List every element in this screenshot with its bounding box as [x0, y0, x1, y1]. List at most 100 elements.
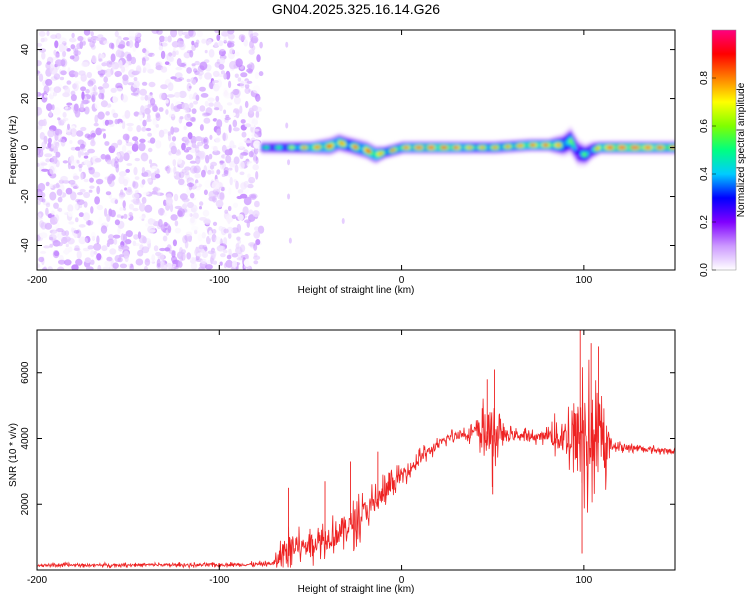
signal-band-cell — [517, 144, 520, 148]
noise-blob — [156, 30, 163, 35]
noise-blob — [164, 36, 169, 42]
signal-band-cell — [291, 146, 295, 149]
signal-band-cell — [326, 144, 330, 149]
noise-blob — [40, 250, 47, 254]
signal-band-cell — [434, 146, 437, 149]
noise-blob — [37, 162, 40, 167]
noise-blob — [220, 253, 226, 258]
top-y-axis: -40 -20 0 20 40 — [20, 44, 675, 253]
noise-blob — [237, 252, 244, 260]
signal-band-cell — [445, 146, 448, 149]
noise-blob — [110, 87, 117, 93]
noise-blob — [108, 145, 116, 154]
noise-blob — [175, 66, 183, 71]
noise-blob — [172, 263, 177, 268]
signal-band-cell — [429, 146, 433, 149]
noise-blob — [78, 224, 86, 228]
signal-band-cell — [412, 146, 415, 149]
noise-blob — [139, 138, 146, 143]
noise-blob — [190, 262, 198, 270]
noise-blob — [100, 100, 108, 108]
noise-blob — [199, 105, 206, 112]
colorbar-frame — [711, 29, 737, 271]
signal-band-cell — [591, 148, 595, 152]
noise-blob — [157, 191, 161, 197]
noise-blob — [168, 52, 173, 57]
signal-band-cell — [589, 149, 593, 154]
noise-blob — [102, 133, 107, 139]
signal-band-cell — [580, 151, 584, 157]
signal-band-cell — [598, 146, 601, 149]
noise-blob — [58, 43, 65, 53]
noise-blob — [255, 93, 261, 102]
signal-band-cell — [315, 145, 319, 149]
noise-blob — [51, 230, 60, 238]
noise-blob — [133, 243, 141, 247]
noise-blob — [199, 201, 204, 206]
noise-blob — [240, 112, 248, 119]
signal-band-cell — [333, 142, 337, 147]
noise-blob — [219, 261, 223, 266]
noise-blob — [168, 113, 174, 118]
noise-blob — [167, 132, 172, 142]
signal-band-cell — [449, 146, 453, 149]
noise-blob — [38, 73, 44, 82]
colorbar-ticks: 0.0 0.2 0.4 0.6 0.8 — [699, 71, 716, 277]
noise-blob — [50, 87, 55, 96]
noise-blob — [186, 82, 192, 92]
noise-blob — [132, 70, 141, 74]
noise-blob — [204, 264, 213, 270]
noise-blob — [74, 110, 81, 118]
noise-blob — [102, 82, 110, 89]
signal-band-cell — [263, 146, 267, 149]
signal-band-cell — [482, 146, 485, 149]
noise-blob — [236, 236, 241, 241]
noise-blob — [212, 70, 220, 78]
noise-blob — [57, 266, 65, 270]
noise-blob — [119, 263, 128, 269]
signal-band-cell — [280, 146, 284, 149]
noise-blob — [69, 55, 75, 60]
noise-blob — [208, 49, 215, 58]
signal-band-cell — [563, 142, 566, 147]
signal-band-cell — [300, 146, 304, 149]
noise-blob — [168, 249, 176, 255]
signal-band-cell — [552, 143, 555, 147]
noise-blob — [211, 233, 217, 243]
noise-blob — [113, 234, 121, 239]
signal-band-cell — [486, 146, 490, 149]
noise-blob — [95, 178, 104, 185]
noise-blob — [191, 167, 200, 174]
noise-blob — [142, 191, 150, 195]
noise-blob — [232, 119, 238, 128]
figure-title: GN04.2025.325.16.14.G26 — [272, 1, 440, 17]
noise-blob — [183, 125, 187, 131]
noise-blob — [79, 188, 86, 193]
signal-band-cell — [276, 146, 280, 149]
noise-blob — [123, 213, 128, 219]
noise-blob — [167, 35, 172, 43]
noise-blob — [229, 176, 233, 186]
noise-blob — [121, 145, 127, 153]
noise-blob — [97, 86, 103, 90]
snr-series-line — [37, 359, 675, 570]
noise-blob — [204, 100, 209, 107]
noise-blob — [53, 202, 59, 209]
noise-blob — [204, 49, 208, 54]
noise-blob — [196, 70, 204, 76]
noise-blob — [126, 186, 132, 193]
noise-blob — [134, 139, 139, 149]
noise-blob — [133, 200, 142, 205]
noise-blob — [205, 107, 213, 116]
noise-blob — [152, 118, 158, 126]
noise-blob — [147, 229, 156, 233]
noise-blob — [60, 210, 67, 215]
signal-band-strokes — [261, 126, 675, 168]
noise-blob — [53, 145, 58, 154]
noise-blob — [151, 53, 160, 60]
noise-blob — [208, 230, 213, 239]
noise-blob — [223, 73, 227, 80]
noise-blob — [161, 92, 168, 101]
noise-blob — [123, 152, 130, 161]
noise-blob — [104, 141, 110, 146]
